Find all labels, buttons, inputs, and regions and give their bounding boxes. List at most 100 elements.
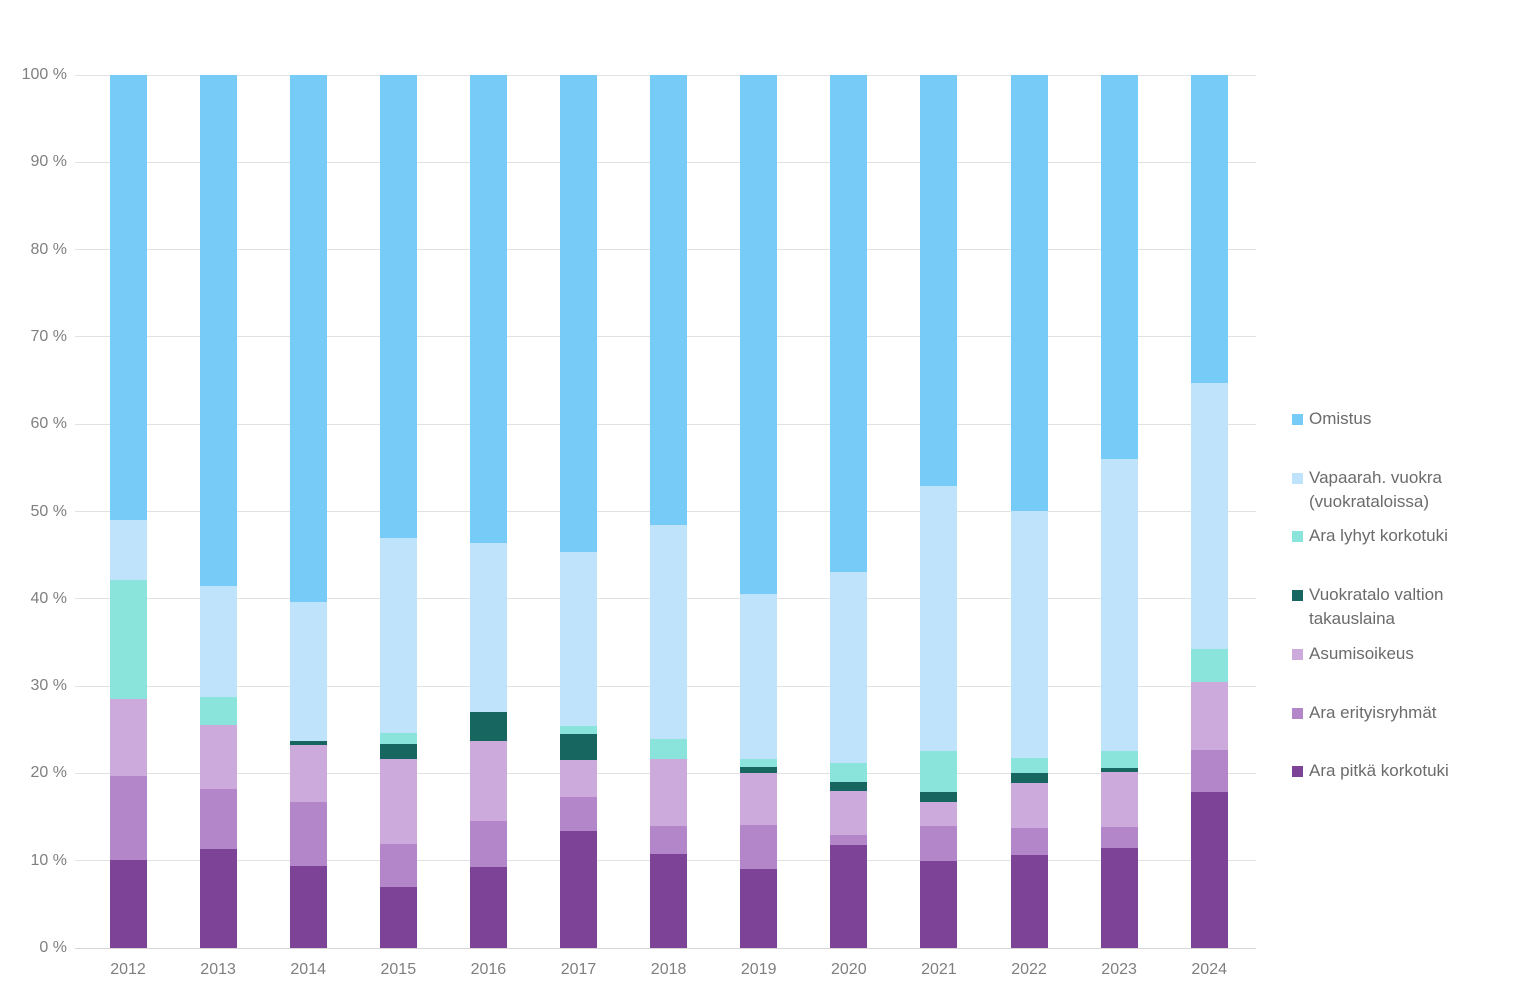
bar-segment [109, 520, 147, 581]
bar-segment [830, 845, 868, 948]
bar-segment [920, 750, 958, 792]
bar-segment [560, 734, 597, 761]
legend-item: Vapaarah. vuokra (vuokrataloissa) [1292, 466, 1442, 514]
bar-segment [920, 802, 958, 826]
gridline [75, 947, 1256, 949]
x-axis-tick-label: 2015 [380, 961, 417, 978]
y-axis-tick-label: 70 % [30, 327, 67, 345]
bar-2014 [289, 75, 327, 948]
x-axis-tick-label: 2021 [921, 961, 957, 978]
bar-2021 [920, 75, 958, 948]
bar-segment [920, 860, 958, 948]
bar-segment [199, 585, 237, 697]
bar-segment [1190, 75, 1228, 384]
bar-segment [1100, 826, 1138, 849]
bar-2018 [650, 75, 688, 948]
bar-segment [1190, 749, 1228, 792]
bar-2019 [740, 75, 778, 948]
bar-segment [740, 594, 778, 760]
legend: Omistus Vapaarah. vuokra (vuokrataloissa)… [1292, 0, 1522, 995]
y-axis-tick-label: 30 % [30, 677, 67, 695]
bar-segment [289, 865, 327, 948]
bar-segment [379, 75, 417, 538]
bar-segment [740, 868, 778, 948]
bar-segment [560, 760, 597, 797]
y-axis-tick-label: 0 % [39, 939, 67, 956]
bar-segment [650, 825, 688, 854]
bar-2015 [379, 75, 417, 948]
legend-label: Ara lyhyt korkotuki [1309, 526, 1448, 546]
bar-segment [560, 831, 597, 948]
legend-swatch [1292, 531, 1303, 543]
bar-segment [830, 782, 868, 791]
bar-segment [469, 821, 507, 867]
legend-label: Ara pitkä korkotuki [1309, 761, 1449, 781]
legend-item: Omistus [1292, 407, 1371, 431]
x-axis-tick-label: 2016 [470, 961, 507, 978]
y-axis-tick-label: 40 % [30, 589, 67, 607]
bar-segment [560, 726, 597, 735]
bar-2013 [199, 75, 237, 948]
legend-item: Vuokratalo valtion takauslaina [1292, 583, 1444, 631]
bar-segment [1010, 510, 1048, 758]
bar-segment [650, 853, 688, 948]
bar-segment [199, 789, 237, 850]
bar-segment [1010, 772, 1048, 784]
bar-segment [109, 580, 147, 700]
legend-label: Vapaarah. vuokra (vuokrataloissa) [1309, 467, 1442, 511]
y-axis-tick-label: 10 % [30, 851, 67, 869]
bar-segment [740, 773, 778, 825]
bar-2016 [469, 75, 507, 948]
bar-segment [740, 759, 778, 768]
bar-2024 [1190, 75, 1228, 948]
bar-2022 [1010, 75, 1048, 948]
y-axis-tick-label: 90 % [30, 153, 67, 171]
legend-swatch [1292, 766, 1303, 778]
legend-item: Asumisoikeus [1292, 642, 1414, 666]
bar-segment [560, 551, 597, 727]
bar-segment [1010, 757, 1048, 773]
x-axis-tick-label: 2019 [740, 961, 777, 978]
bar-segment [920, 486, 958, 751]
x-axis-tick-label: 2012 [110, 961, 146, 978]
bar-segment [1190, 681, 1228, 750]
bar-segment [199, 849, 237, 948]
bar-segment [109, 699, 147, 777]
bar-segment [379, 537, 417, 734]
y-axis-tick-label: 20 % [30, 764, 67, 782]
y-axis-tick-label: 80 % [30, 240, 67, 258]
legend-item: Ara erityisryhmät [1292, 701, 1437, 725]
bar-segment [830, 834, 868, 845]
bar-segment [109, 859, 147, 948]
bar-segment [1190, 648, 1228, 682]
bar-segment [1100, 848, 1138, 948]
legend-swatch [1292, 707, 1303, 719]
bar-segment [650, 739, 688, 760]
bar-segment [109, 776, 147, 860]
bar-segment [469, 741, 507, 822]
bar-segment [1100, 771, 1138, 827]
bar-segment [650, 75, 688, 525]
bar-segment [740, 824, 778, 869]
legend-swatch [1292, 472, 1303, 484]
bar-segment [199, 696, 237, 725]
bar-2020 [830, 75, 868, 948]
x-axis-tick-label: 2014 [290, 961, 326, 978]
x-axis-tick-label: 2018 [650, 961, 687, 978]
bar-segment [1010, 855, 1048, 948]
bar-segment [379, 844, 417, 887]
legend-label: Omistus [1309, 409, 1372, 428]
bar-segment [740, 767, 778, 774]
bar-segment [199, 724, 237, 790]
bar-segment [560, 796, 597, 832]
bar-segment [920, 791, 958, 803]
bar-segment [289, 75, 327, 603]
legend-swatch [1292, 648, 1303, 660]
bar-segment [379, 886, 417, 948]
bar-segment [1100, 75, 1138, 460]
legend-swatch [1292, 414, 1303, 425]
bar-segment [469, 712, 507, 742]
bar-segment [740, 75, 778, 595]
